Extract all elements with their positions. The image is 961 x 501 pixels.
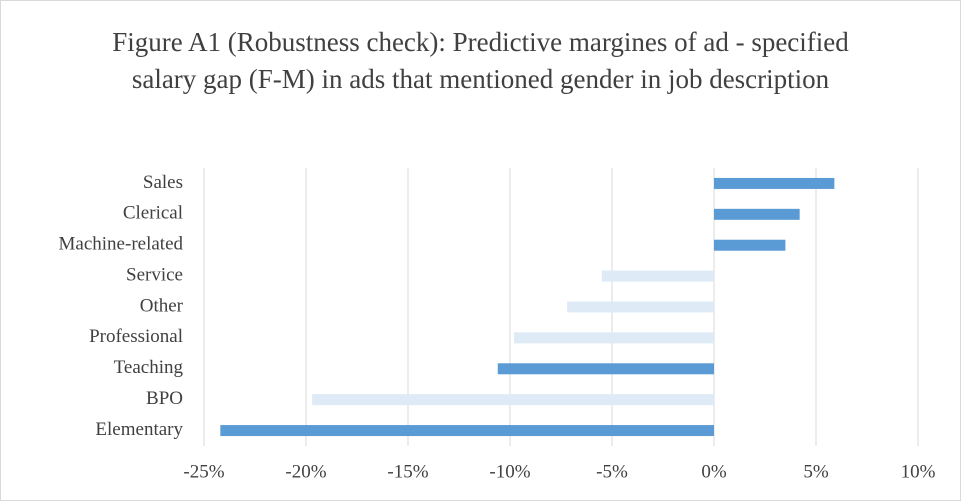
- y-tick-label: Other: [140, 295, 184, 316]
- y-tick-label: Clerical: [123, 203, 183, 224]
- bar: [220, 425, 714, 437]
- x-tick-label: -10%: [489, 461, 530, 482]
- bar: [714, 239, 786, 251]
- bar: [312, 394, 714, 406]
- bar: [514, 332, 714, 344]
- bar: [714, 208, 800, 220]
- bar: [714, 177, 835, 189]
- x-tick-label: 10%: [901, 461, 936, 482]
- y-tick-label: Teaching: [114, 357, 184, 378]
- y-tick-label: Sales: [143, 172, 183, 193]
- y-tick-label: Elementary: [95, 419, 183, 440]
- x-tick-label: -5%: [596, 461, 628, 482]
- chart-title: Figure A1 (Robustness check): Predictive…: [112, 27, 849, 94]
- x-tick-label: 0%: [701, 461, 727, 482]
- y-tick-label: Machine-related: [59, 234, 184, 255]
- x-tick-label: -25%: [183, 461, 224, 482]
- y-tick-label: Professional: [89, 326, 183, 347]
- bar: [567, 301, 714, 313]
- x-tick-label: -15%: [387, 461, 428, 482]
- bar: [601, 270, 714, 282]
- bar: [497, 363, 714, 375]
- x-tick-label: 5%: [803, 461, 829, 482]
- x-tick-label: -20%: [285, 461, 326, 482]
- y-tick-label: BPO: [146, 388, 183, 409]
- y-tick-label: Service: [126, 264, 183, 285]
